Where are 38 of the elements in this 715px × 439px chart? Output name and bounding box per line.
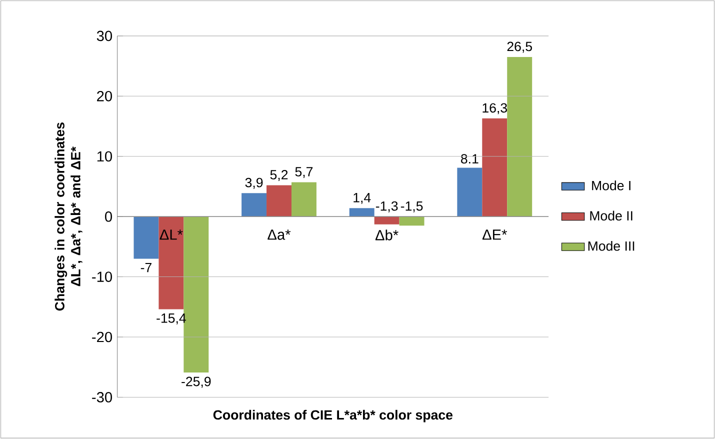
legend-label: Mode III (588, 241, 634, 251)
bar (349, 208, 374, 217)
data-label: 26,5 (507, 42, 532, 53)
y-tick-label: 0 (105, 211, 112, 222)
bar (291, 182, 316, 217)
legend-label: Mode II (590, 210, 632, 221)
bar (482, 118, 508, 217)
y-tick-label: 30 (96, 30, 112, 42)
data-label: -25,9 (182, 376, 211, 388)
data-label: -1,3 (376, 201, 398, 212)
bar (134, 216, 159, 259)
y-tick-label: -20 (92, 332, 112, 342)
bar (507, 57, 532, 217)
bar (266, 185, 292, 217)
data-label: 16,3 (482, 103, 507, 114)
x-tick-label: Δa* (268, 230, 291, 240)
data-label: 8.1 (461, 154, 478, 164)
y-axis-title: Changes in color coordinates ΔL*, Δa*, Δb* and ΔE* (54, 122, 82, 311)
data-label: 5,7 (295, 167, 313, 178)
bar (399, 216, 424, 226)
bar (374, 216, 400, 224)
data-label: -7 (140, 263, 152, 272)
bar (158, 216, 184, 310)
y-tick-label: 10 (97, 151, 112, 162)
x-tick-label: ΔL* (160, 230, 183, 240)
x-tick-label: Δb* (375, 230, 398, 240)
data-label: 1,4 (354, 193, 371, 204)
bar (457, 168, 482, 217)
y-tick-label: -30 (92, 392, 112, 402)
bar (242, 193, 267, 217)
x-tick-label: ΔE* (482, 230, 508, 240)
data-label: 3,9 (245, 178, 263, 189)
data-label: -1,5 (400, 202, 423, 212)
legend-label: Mode I (592, 180, 630, 190)
x-axis-title: Coordinates of CIE L*a*b* color space (213, 410, 453, 422)
data-label: 5,2 (270, 170, 288, 182)
y-tick-label: -10 (92, 272, 112, 282)
y-tick-label: 20 (97, 91, 112, 102)
